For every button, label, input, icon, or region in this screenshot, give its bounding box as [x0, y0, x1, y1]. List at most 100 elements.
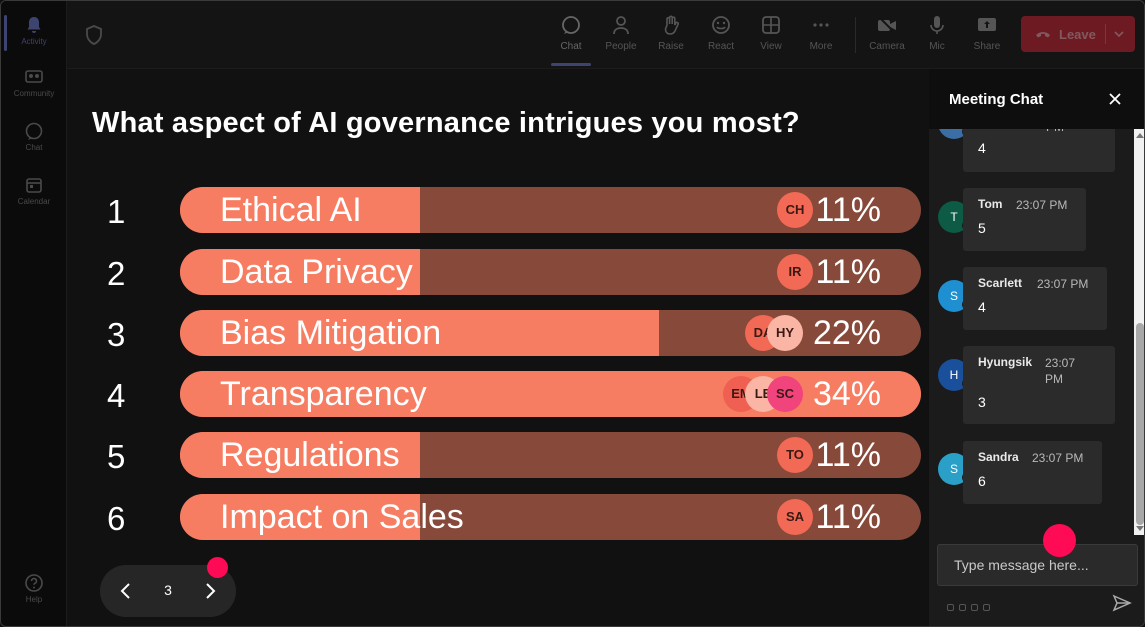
option-number: 3	[107, 316, 126, 353]
chevron-down-icon[interactable]	[1113, 28, 1125, 40]
more-button[interactable]: More	[799, 11, 843, 61]
rail-item-community[interactable]: Community	[1, 61, 67, 107]
left-rail: Activity Community Chat Calendar Help	[1, 1, 67, 626]
chat-text: 4	[978, 140, 986, 156]
voter-avatars: SA	[777, 499, 813, 535]
person-icon	[613, 16, 629, 35]
chat-scrollbar[interactable]	[1134, 129, 1144, 535]
react-button-label: React	[707, 41, 735, 52]
scroll-up-arrow-icon[interactable]	[1136, 132, 1144, 138]
calendar-icon	[26, 178, 42, 193]
chat-time: 23:07 PM	[1016, 198, 1068, 212]
rail-label-calendar: Calendar	[17, 197, 51, 206]
option-bar-fill	[180, 249, 420, 295]
option-percent: 11%	[815, 498, 881, 536]
leave-button[interactable]: Leave	[1021, 16, 1135, 52]
option-percent: 22%	[812, 314, 881, 352]
chat-sender: Tom	[978, 197, 1003, 211]
grid-icon	[762, 16, 780, 34]
chat-time: 23:07 PM	[1037, 277, 1089, 291]
voter-avatars: IR	[777, 254, 813, 290]
option-label: Data Privacy	[220, 253, 413, 291]
chat-header: Meeting Chat	[929, 69, 1144, 129]
option-percent: 11%	[815, 436, 881, 474]
chat-button[interactable]: Chat	[549, 11, 593, 61]
react-button[interactable]: React	[699, 11, 743, 61]
option-number: 2	[107, 255, 126, 292]
chat-bubble: Tom 23:07 PM 5	[963, 188, 1086, 251]
shield-icon	[86, 25, 102, 45]
raise-hand-button[interactable]: Raise	[649, 11, 693, 61]
help-icon	[25, 574, 43, 592]
click-highlight-dot	[207, 557, 228, 578]
chat-button-label: Chat	[560, 41, 582, 52]
voter-avatars: DA HY	[745, 315, 803, 351]
emoji-icon[interactable]	[971, 604, 978, 611]
poll-results: What aspect of AI governance intrigues y…	[67, 69, 929, 626]
rail-item-activity[interactable]: Activity	[1, 9, 67, 55]
chat-sender: Hyungsik	[978, 355, 1033, 369]
more-dots-icon	[813, 23, 829, 27]
chat-bubble-icon	[562, 16, 580, 34]
rail-item-help[interactable]: Help	[1, 567, 67, 613]
voter-avatars: TO	[777, 437, 813, 473]
gif-icon[interactable]	[983, 604, 990, 611]
option-number: 1	[107, 193, 126, 230]
people-button[interactable]: People	[599, 11, 643, 61]
poll-option-row: 6 Impact on Sales SA 11%	[67, 494, 929, 540]
close-icon[interactable]	[1107, 91, 1123, 107]
camera-button[interactable]: Camera	[865, 11, 909, 61]
chevron-right-icon[interactable]	[198, 579, 222, 603]
chat-text: 4	[978, 299, 986, 315]
scrollbar-thumb[interactable]	[1136, 323, 1144, 525]
chat-message-list[interactable]: PM 4 T Tom 23:07 PM 5 S Scarlett	[929, 129, 1134, 535]
rail-item-chat[interactable]: Chat	[1, 115, 67, 161]
attach-icon[interactable]	[959, 604, 966, 611]
chat-sender: Scarlett	[978, 276, 1023, 290]
camera-button-label: Camera	[869, 41, 905, 52]
share-button[interactable]: Share	[965, 11, 1009, 61]
voter-avatar: SC	[767, 376, 803, 412]
chevron-left-icon[interactable]	[114, 579, 138, 603]
chat-bubble: PM 4	[963, 129, 1115, 172]
scroll-down-arrow-icon[interactable]	[1136, 526, 1144, 532]
voter-avatar: IR	[777, 254, 813, 290]
camera-off-icon	[878, 16, 896, 34]
rail-item-calendar[interactable]: Calendar	[1, 169, 67, 215]
poll-question: What aspect of AI governance intrigues y…	[92, 107, 800, 139]
page-number: 3	[164, 582, 172, 598]
option-number: 5	[107, 438, 126, 475]
more-button-label: More	[809, 41, 833, 52]
format-icon[interactable]	[947, 604, 954, 611]
send-icon[interactable]	[1112, 593, 1132, 613]
share-button-label: Share	[973, 41, 1001, 52]
option-bar-fill	[180, 432, 420, 478]
hang-up-icon	[1036, 32, 1050, 38]
chat-icon	[25, 122, 43, 140]
option-number: 4	[107, 377, 126, 414]
voter-avatar: CH	[777, 192, 813, 228]
option-bar-fill	[180, 187, 420, 233]
mic-button[interactable]: Mic	[915, 11, 959, 61]
chat-time: 23:07 PM	[1032, 451, 1084, 465]
view-button[interactable]: View	[749, 11, 793, 61]
poll-option-row: 4 Transparency EM LE SC 34%	[67, 371, 929, 417]
community-icon	[25, 70, 43, 83]
raise-button-label: Raise	[658, 41, 684, 52]
smiley-icon	[712, 16, 730, 34]
chat-time: 23:07 PM	[1045, 356, 1076, 386]
chat-bubble: Sandra 23:07 PM 6	[963, 441, 1102, 504]
chat-message-input[interactable]	[937, 544, 1138, 586]
bell-icon	[27, 17, 41, 33]
poll-option-row: 1 Ethical AI CH 11%	[67, 187, 929, 233]
toolbar-divider	[855, 17, 856, 53]
option-number: 6	[107, 500, 126, 537]
chat-text: 5	[978, 220, 986, 236]
view-button-label: View	[760, 41, 782, 52]
voter-avatars: EM LE SC	[723, 376, 803, 412]
hand-icon	[664, 15, 679, 35]
chat-text: 3	[978, 394, 986, 410]
chat-sender: Sandra	[978, 450, 1019, 464]
rail-label-chat: Chat	[25, 143, 43, 152]
